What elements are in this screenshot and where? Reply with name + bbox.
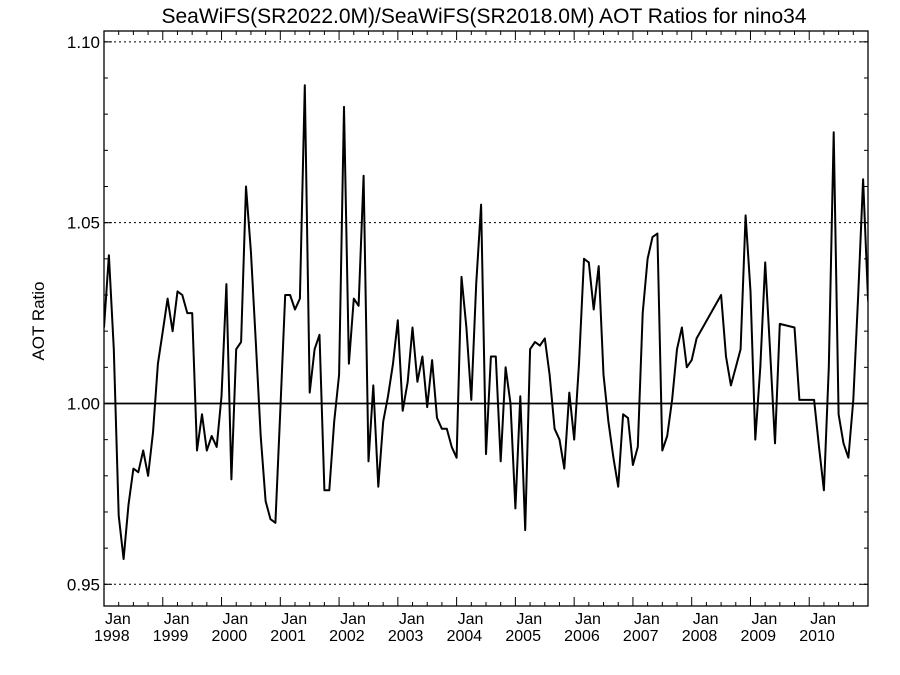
y-axis-label: AOT Ratio	[29, 281, 48, 360]
x-tick-year-label: 2006	[564, 628, 600, 645]
x-tick-month-label: Jan	[575, 611, 601, 628]
x-tick-year-label: 2005	[505, 628, 541, 645]
x-tick-month-label: Jan	[458, 611, 484, 628]
y-tick-label: 0.95	[67, 575, 100, 594]
x-tick-year-label: 2009	[740, 628, 776, 645]
x-tick-month-label: Jan	[399, 611, 425, 628]
y-tick-label: 1.00	[67, 394, 100, 413]
plot-frame	[103, 30, 869, 607]
x-tick-year-label: 2007	[623, 628, 659, 645]
gridlines	[104, 41, 868, 585]
y-axis-ticks: 0.95 1.00 1.05 1.10	[67, 33, 868, 594]
series-line-0	[104, 84, 868, 560]
x-tick-year-label: 2004	[447, 628, 483, 645]
x-tick-month-label: Jan	[516, 611, 542, 628]
x-tick-month-label: Jan	[164, 611, 190, 628]
x-tick-month-label: Jan	[340, 611, 366, 628]
x-tick-month-label: Jan	[634, 611, 660, 628]
chart-title: SeaWiFS(SR2022.0M)/SeaWiFS(SR2018.0M) AO…	[161, 5, 806, 28]
x-tick-year-label: 2001	[270, 628, 306, 645]
x-tick-year-label: 2003	[388, 628, 424, 645]
x-tick-month-label: Jan	[693, 611, 719, 628]
x-tick-month-label: Jan	[223, 611, 249, 628]
x-tick-year-label: 1998	[94, 628, 130, 645]
x-tick-month-label: Jan	[751, 611, 777, 628]
x-tick-year-label: 2008	[682, 628, 718, 645]
x-tick-year-label: 2002	[329, 628, 365, 645]
x-tick-year-label: 1999	[153, 628, 189, 645]
x-tick-month-label: Jan	[810, 611, 836, 628]
y-tick-label: 1.10	[67, 33, 100, 52]
series-layer	[104, 84, 868, 560]
y-tick-label: 1.05	[67, 214, 100, 233]
x-tick-year-label: 2000	[212, 628, 248, 645]
x-tick-month-label: Jan	[281, 611, 307, 628]
x-tick-year-label: 2010	[799, 628, 835, 645]
x-tick-month-label: Jan	[105, 611, 131, 628]
x-axis-ticks: Jan1998Jan1999Jan2000Jan2001Jan2002Jan20…	[94, 31, 854, 645]
